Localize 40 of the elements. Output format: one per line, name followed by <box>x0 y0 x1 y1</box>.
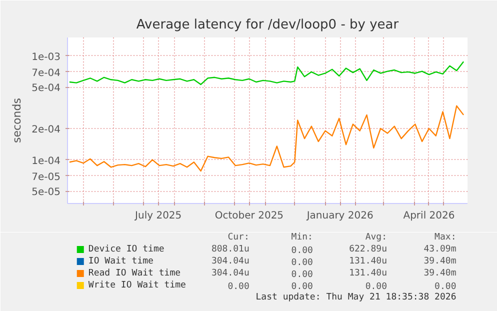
y-tick-label: 7e-04 <box>32 68 61 79</box>
y-tick-label: 7e-05 <box>32 172 61 183</box>
text: 808.01u <box>211 244 250 254</box>
legend-label: IO Wait time <box>88 256 154 266</box>
y-axis-title: seconds <box>10 98 24 143</box>
text: 0.00 <box>291 258 313 268</box>
legend-label: Device IO time <box>88 244 164 254</box>
legend-label: Write IO Wait time <box>88 280 186 290</box>
x-tick-label: January 2026 <box>306 210 374 222</box>
text: 39.40m <box>424 268 456 278</box>
chart-title: Average latency for /dev/loop0 - by year <box>136 18 400 32</box>
y-tick-label: 1e-04 <box>32 156 61 167</box>
y-tick-label: 5e-05 <box>32 187 61 198</box>
text: 0.00 <box>434 282 456 292</box>
x-tick-label: July 2025 <box>134 210 182 222</box>
line-series <box>68 60 464 86</box>
y-tick-label: 5e-04 <box>32 83 61 94</box>
text: 131.40u <box>349 256 388 266</box>
text: Cur: <box>228 232 250 242</box>
line-series <box>68 105 464 172</box>
y-tick-label: 1e-03 <box>32 52 61 63</box>
text: Last update: Thu May 21 18:35:38 2026 <box>256 292 456 302</box>
text: 622.89u <box>349 244 388 254</box>
text: 39.40m <box>424 256 456 266</box>
x-tick-label: October 2025 <box>214 210 284 222</box>
text: 0.00 <box>291 282 313 292</box>
text: Min: <box>291 232 313 242</box>
text: Avg: <box>365 232 388 242</box>
text: 0.00 <box>228 282 250 292</box>
text: 304.04u <box>211 268 250 278</box>
text: 43.09m <box>424 244 456 254</box>
legend-label: Read IO Wait time <box>88 268 181 278</box>
text: 304.04u <box>211 256 250 266</box>
x-tick-label: April 2026 <box>403 210 455 222</box>
text: 0.00 <box>291 270 313 280</box>
text: Max: <box>434 232 456 242</box>
text: 0.00 <box>365 282 388 292</box>
text: 131.40u <box>349 268 388 278</box>
y-tick-label: 2e-04 <box>32 124 61 136</box>
text: 0.00 <box>291 246 313 256</box>
